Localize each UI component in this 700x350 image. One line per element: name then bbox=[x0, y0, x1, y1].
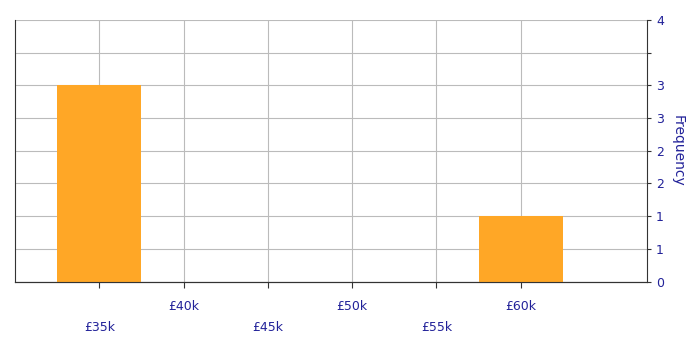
Y-axis label: Frequency: Frequency bbox=[671, 115, 685, 187]
Text: £60k: £60k bbox=[505, 300, 536, 313]
Text: £45k: £45k bbox=[253, 321, 284, 334]
Text: £50k: £50k bbox=[337, 300, 368, 313]
Bar bbox=[479, 216, 563, 281]
Text: £35k: £35k bbox=[84, 321, 115, 334]
Text: £40k: £40k bbox=[168, 300, 199, 313]
Text: £55k: £55k bbox=[421, 321, 452, 334]
Bar bbox=[57, 85, 141, 281]
